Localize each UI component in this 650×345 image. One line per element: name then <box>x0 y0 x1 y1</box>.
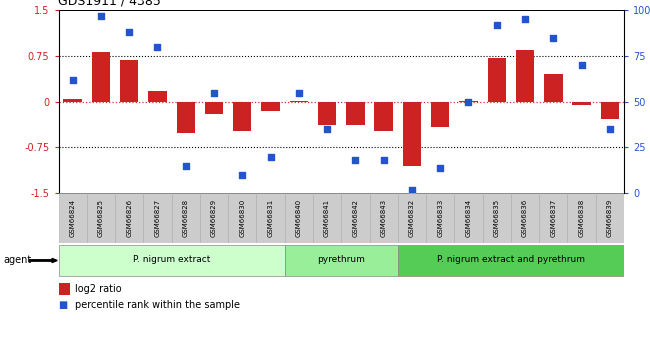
Bar <box>143 193 172 243</box>
Point <box>322 126 332 132</box>
Text: pyrethrum: pyrethrum <box>317 255 365 264</box>
Text: GSM66824: GSM66824 <box>70 199 75 237</box>
Text: GSM66830: GSM66830 <box>239 199 245 237</box>
Bar <box>431 102 449 127</box>
Bar <box>544 75 562 102</box>
Point <box>520 17 530 22</box>
Text: GSM66834: GSM66834 <box>465 199 471 237</box>
Text: GDS1911 / 4385: GDS1911 / 4385 <box>58 0 161 8</box>
Text: GSM66841: GSM66841 <box>324 199 330 237</box>
Point <box>378 158 389 163</box>
Point <box>294 90 304 95</box>
Text: GSM66842: GSM66842 <box>352 199 358 237</box>
Text: GSM66827: GSM66827 <box>155 199 161 237</box>
Point <box>68 77 78 82</box>
Bar <box>313 193 341 243</box>
Text: GSM66839: GSM66839 <box>607 199 613 237</box>
Bar <box>172 193 200 243</box>
Bar <box>567 193 595 243</box>
Bar <box>120 60 138 102</box>
Text: GSM66843: GSM66843 <box>381 199 387 237</box>
Bar <box>148 91 166 102</box>
Bar <box>540 193 567 243</box>
Bar <box>318 102 336 125</box>
Bar <box>92 52 110 102</box>
Bar <box>398 193 426 243</box>
Bar <box>341 193 369 243</box>
Bar <box>398 245 624 276</box>
Text: GSM66832: GSM66832 <box>409 199 415 237</box>
Bar <box>482 193 511 243</box>
Bar <box>285 193 313 243</box>
Bar <box>200 193 228 243</box>
Text: GSM66840: GSM66840 <box>296 199 302 237</box>
Point <box>435 165 445 170</box>
Bar <box>285 245 398 276</box>
Point <box>577 62 587 68</box>
Text: log2 ratio: log2 ratio <box>75 284 122 294</box>
Text: P. nigrum extract: P. nigrum extract <box>133 255 211 264</box>
Bar <box>596 193 624 243</box>
Text: P. nigrum extract and pyrethrum: P. nigrum extract and pyrethrum <box>437 255 585 264</box>
Bar <box>573 102 591 105</box>
Bar <box>64 99 82 102</box>
Text: GSM66833: GSM66833 <box>437 199 443 237</box>
Bar <box>369 193 398 243</box>
Text: GSM66837: GSM66837 <box>551 199 556 237</box>
Point <box>491 22 502 28</box>
Point <box>181 163 191 168</box>
Point <box>548 35 558 41</box>
Bar <box>374 102 393 131</box>
Text: GSM66828: GSM66828 <box>183 199 188 237</box>
Bar <box>601 102 619 119</box>
Point <box>237 172 248 178</box>
Bar <box>228 193 256 243</box>
Bar <box>205 102 223 114</box>
Bar <box>58 193 87 243</box>
Point <box>265 154 276 159</box>
Bar <box>460 100 478 102</box>
Bar <box>115 193 144 243</box>
Point <box>209 90 219 95</box>
Text: percentile rank within the sample: percentile rank within the sample <box>75 300 240 310</box>
Bar <box>290 100 308 102</box>
Text: GSM66826: GSM66826 <box>126 199 132 237</box>
Point <box>124 30 135 35</box>
Bar <box>177 102 195 134</box>
Text: agent: agent <box>3 256 31 265</box>
Point <box>96 13 106 19</box>
Text: GSM66835: GSM66835 <box>494 199 500 237</box>
Bar <box>403 102 421 166</box>
Bar <box>233 102 252 131</box>
Bar <box>488 58 506 102</box>
Point <box>152 44 162 50</box>
Bar <box>511 193 540 243</box>
Bar <box>454 193 482 243</box>
Text: GSM66825: GSM66825 <box>98 199 104 237</box>
Text: GSM66829: GSM66829 <box>211 199 217 237</box>
Text: GSM66836: GSM66836 <box>522 199 528 237</box>
Bar <box>87 193 115 243</box>
Point <box>463 99 474 105</box>
Bar <box>256 193 285 243</box>
Point <box>350 158 361 163</box>
Bar <box>426 193 454 243</box>
Bar <box>261 102 280 111</box>
Bar <box>58 245 285 276</box>
Point <box>604 126 615 132</box>
Bar <box>346 102 365 125</box>
Text: GSM66838: GSM66838 <box>578 199 584 237</box>
Bar <box>516 50 534 102</box>
Text: ■: ■ <box>58 300 67 310</box>
Point <box>407 187 417 192</box>
Text: GSM66831: GSM66831 <box>268 199 274 237</box>
